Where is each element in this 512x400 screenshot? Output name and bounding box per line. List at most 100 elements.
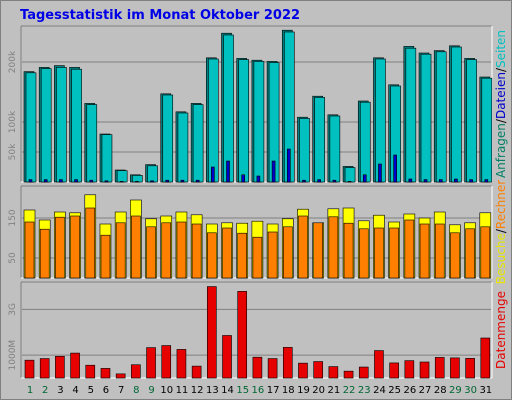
- bar-datenmenge-day-1: Datenmenge 1: 780: [24, 359, 35, 379]
- bar-datenmenge-day-22: Datenmenge 22: 300: [343, 370, 354, 379]
- bar-seiten-day-4: Seiten 4: 4000: [74, 179, 78, 183]
- bar-rechner-day-11: Rechner 11: 140: [176, 221, 187, 279]
- bar-datenmenge-day-3: Datenmenge 3: 950: [55, 355, 65, 379]
- bar-seiten-day-8: Seiten 8: 1000: [135, 181, 139, 183]
- bar-dateien-day-11: Dateien 11: 115000: [177, 112, 189, 183]
- day-label-22: 22: [343, 385, 356, 396]
- bar-datenmenge-day-18: Datenmenge 18: 1340: [282, 347, 293, 379]
- bar-rechner-day-5: Rechner 5: 175: [85, 207, 96, 279]
- day-label-4: 4: [72, 385, 78, 396]
- bar-seiten-day-11: Seiten 11: 3000: [180, 179, 185, 183]
- bar-rechner-day-28: Rechner 28: 135: [434, 223, 445, 279]
- bar-datenmenge-day-5: Datenmenge 5: 560: [85, 364, 96, 379]
- day-label-18: 18: [282, 385, 295, 396]
- bar-dateien-day-20: Dateien 20: 141000: [314, 97, 325, 183]
- bar-seiten-day-1: Seiten 1: 4000: [28, 179, 33, 183]
- day-label-21: 21: [328, 385, 341, 396]
- bar-dateien-day-24: Dateien 24: 205000: [375, 58, 386, 183]
- bar-seiten-day-21: Seiten 21: 3000: [332, 179, 337, 183]
- bar-rechner-day-2: Rechner 2: 122: [39, 228, 50, 279]
- bar-datenmenge-day-4: Datenmenge 4: 1090: [70, 352, 80, 379]
- bar-seiten-day-19: Seiten 19: 3000: [302, 179, 306, 183]
- bar-dateien-day-4: Dateien 4: 188000: [71, 68, 82, 183]
- day-labels: 1 2 3 4 5 6 7 8 9 10 11 12 13 14 15 16 17 18 19 20 21 22 23 24 2…: [27, 385, 492, 396]
- side-label-part: Anfragen: [494, 123, 508, 178]
- bar-seiten-day-26: Seiten 26: 5000: [408, 178, 413, 183]
- y-tick-label: 50k: [8, 143, 18, 160]
- day-label-24: 24: [373, 385, 386, 396]
- side-label-requests: Anfragen/Dateien/Seiten: [494, 30, 508, 178]
- bar-rechner-day-17: Rechner 17: 115: [267, 231, 278, 279]
- bar-datenmenge-day-6: Datenmenge 6: 420: [100, 368, 111, 379]
- bar-seiten-day-2: Seiten 2: 4000: [43, 179, 48, 183]
- bar-dateien-day-5: Dateien 5: 129000: [86, 104, 98, 183]
- side-label-part: Rechner: [494, 180, 508, 229]
- bar-seiten-day-12: Seiten 12: 3000: [195, 179, 200, 183]
- bar-rechner-day-25: Rechner 25: 125: [389, 227, 399, 279]
- day-label-26: 26: [403, 385, 416, 396]
- bar-seiten-day-27: Seiten 27: 4000: [423, 179, 428, 183]
- side-label-part: Datenmenge: [494, 291, 508, 369]
- bar-datenmenge-day-7: Datenmenge 7: 180: [115, 373, 126, 379]
- bar-rechner-day-26: Rechner 26: 145: [404, 219, 415, 279]
- bar-datenmenge-day-28: Datenmenge 28: 900: [434, 357, 445, 379]
- bar-seiten-day-31: Seiten 31: 4000: [484, 179, 489, 183]
- bar-rechner-day-1: Rechner 1: 140: [24, 221, 35, 279]
- day-label-8: 8: [133, 385, 139, 396]
- bar-rechner-day-30: Rechner 30: 123: [465, 228, 475, 279]
- bar-rechner-day-20: Rechner 20: 138: [313, 222, 323, 279]
- side-label-part: /: [494, 228, 508, 233]
- bar-dateien-day-27: Dateien 27: 213000: [420, 53, 432, 183]
- chart-title: Tagesstatistik im Monat Oktober 2022: [20, 8, 300, 23]
- bar-dateien-day-29: Dateien 29: 225000: [451, 46, 462, 183]
- bar-seiten-day-18: Seiten 18: 55000: [286, 148, 291, 183]
- day-label-30: 30: [464, 385, 477, 396]
- bar-rechner-day-4: Rechner 4: 155: [70, 215, 80, 279]
- day-label-11: 11: [176, 385, 189, 396]
- bar-dateien-day-13: Dateien 13: 205000: [208, 58, 219, 183]
- bar-rechner-day-21: Rechner 21: 153: [328, 216, 339, 279]
- day-label-13: 13: [206, 385, 219, 396]
- bar-datenmenge-day-17: Datenmenge 17: 850: [267, 358, 278, 379]
- day-label-25: 25: [388, 385, 401, 396]
- bar-datenmenge-day-11: Datenmenge 11: 1250: [176, 349, 187, 379]
- bar-rechner-day-3: Rechner 3: 152: [55, 216, 65, 279]
- bar-seiten-day-16: Seiten 16: 10000: [256, 175, 261, 183]
- bar-rechner-day-18: Rechner 18: 128: [282, 226, 293, 279]
- day-label-14: 14: [221, 385, 234, 396]
- bar-seiten-day-7: Seiten 7: 1000: [119, 181, 124, 183]
- bar-seiten-day-25: Seiten 25: 45000: [393, 154, 397, 183]
- bar-rechner-day-19: Rechner 19: 155: [298, 215, 308, 279]
- bar-seiten-day-28: Seiten 28: 4000: [438, 179, 443, 183]
- bar-datenmenge-day-2: Datenmenge 2: 850: [39, 358, 50, 379]
- bar-seiten-day-9: Seiten 9: 2000: [150, 180, 154, 183]
- bar-rechner-day-31: Rechner 31: 128: [480, 226, 491, 279]
- bar-dateien-day-1: Dateien 1: 182000: [25, 72, 37, 183]
- bar-seiten-day-22: Seiten 22: 1000: [347, 181, 352, 183]
- day-label-6: 6: [103, 385, 109, 396]
- bar-rechner-day-15: Rechner 15: 112: [237, 232, 248, 279]
- bar-datenmenge-day-23: Datenmenge 23: 480: [358, 366, 369, 379]
- side-label-part: Besuche: [494, 233, 508, 284]
- bar-datenmenge-day-27: Datenmenge 27: 700: [419, 361, 430, 379]
- y-tick-label: 3G: [8, 303, 18, 316]
- bar-datenmenge-day-31: Datenmenge 31: 1750: [480, 337, 491, 379]
- bar-datenmenge-day-20: Datenmenge 20: 720: [313, 361, 323, 379]
- y-tick-label: 50: [8, 252, 18, 264]
- panel-kbytes: 1000M 3G Datenmenge 1: 780 Datenmenge 2: 85…: [8, 281, 508, 379]
- bar-dateien-day-30: Dateien 30: 204000: [466, 59, 477, 183]
- bar-seiten-day-23: Seiten 23: 12000: [362, 174, 367, 183]
- day-label-20: 20: [312, 385, 325, 396]
- bar-rechner-day-12: Rechner 12: 135: [191, 223, 202, 279]
- bar-seiten-day-10: Seiten 10: 3000: [165, 179, 170, 183]
- y-tick-label: 200k: [8, 50, 18, 73]
- bar-rechner-day-6: Rechner 6: 107: [100, 234, 111, 279]
- day-label-9: 9: [148, 385, 154, 396]
- bar-datenmenge-day-24: Datenmenge 24: 1200: [374, 350, 384, 379]
- bar-dateien-day-7: Dateien 7: 19000: [116, 170, 128, 183]
- bar-seiten-day-5: Seiten 5: 3000: [89, 179, 94, 183]
- day-label-31: 31: [479, 385, 492, 396]
- bar-dateien-day-14: Dateien 14: 245000: [223, 34, 234, 183]
- day-label-1: 1: [27, 385, 33, 396]
